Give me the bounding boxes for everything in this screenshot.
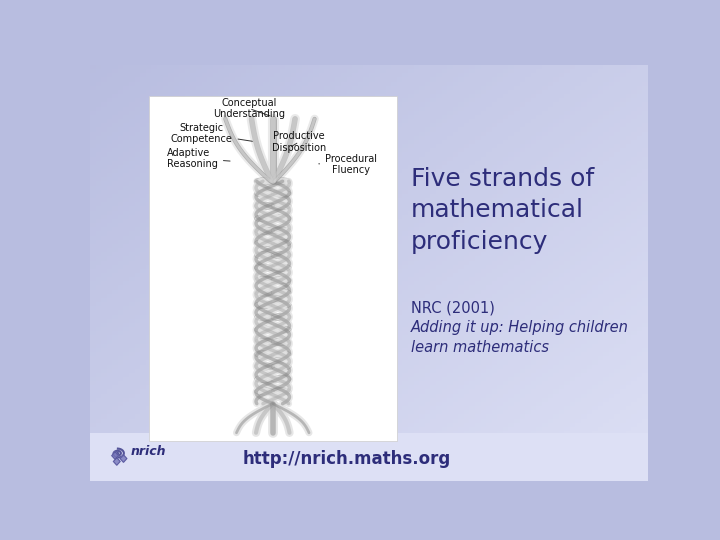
Ellipse shape	[254, 375, 274, 383]
Ellipse shape	[254, 350, 274, 358]
Ellipse shape	[254, 301, 274, 308]
Text: Adding it up: Helping children
learn mathematics: Adding it up: Helping children learn mat…	[411, 320, 629, 355]
Ellipse shape	[271, 338, 291, 346]
Ellipse shape	[271, 301, 291, 308]
Text: http://nrich.maths.org: http://nrich.maths.org	[243, 450, 451, 468]
Ellipse shape	[254, 214, 274, 222]
Ellipse shape	[254, 190, 274, 197]
Text: Five strands of
mathematical
proficiency: Five strands of mathematical proficiency	[411, 167, 594, 254]
Ellipse shape	[254, 338, 274, 346]
Bar	[90, 433, 648, 481]
Ellipse shape	[271, 313, 291, 321]
Text: NRC (2001): NRC (2001)	[411, 301, 495, 315]
Ellipse shape	[254, 326, 274, 333]
Ellipse shape	[254, 178, 274, 185]
Text: Adaptive
Reasoning: Adaptive Reasoning	[167, 147, 230, 169]
Ellipse shape	[271, 289, 291, 296]
Text: Strategic
Competence: Strategic Competence	[171, 123, 253, 144]
Ellipse shape	[254, 264, 274, 272]
Ellipse shape	[271, 202, 291, 210]
Ellipse shape	[271, 388, 291, 395]
Bar	[148, 96, 397, 441]
Ellipse shape	[271, 252, 291, 259]
Ellipse shape	[254, 363, 274, 370]
Text: nrich: nrich	[130, 445, 166, 458]
Ellipse shape	[271, 264, 291, 272]
Text: Procedural
Fluency: Procedural Fluency	[319, 154, 377, 176]
Ellipse shape	[271, 190, 291, 197]
Polygon shape	[114, 458, 120, 465]
Text: Productive
Disposition: Productive Disposition	[272, 131, 326, 152]
Ellipse shape	[254, 313, 274, 321]
Ellipse shape	[271, 239, 291, 247]
Text: Conceptual
Understanding: Conceptual Understanding	[213, 98, 285, 119]
Ellipse shape	[254, 227, 274, 234]
Ellipse shape	[254, 239, 274, 247]
Ellipse shape	[254, 252, 274, 259]
Polygon shape	[120, 455, 127, 462]
Ellipse shape	[271, 214, 291, 222]
Ellipse shape	[271, 178, 291, 185]
Ellipse shape	[271, 227, 291, 234]
Ellipse shape	[254, 388, 274, 395]
Ellipse shape	[254, 202, 274, 210]
Ellipse shape	[254, 289, 274, 296]
Ellipse shape	[271, 375, 291, 383]
Ellipse shape	[271, 276, 291, 284]
Ellipse shape	[254, 276, 274, 284]
Ellipse shape	[271, 350, 291, 358]
Polygon shape	[112, 452, 119, 460]
Ellipse shape	[271, 363, 291, 370]
Ellipse shape	[271, 326, 291, 333]
